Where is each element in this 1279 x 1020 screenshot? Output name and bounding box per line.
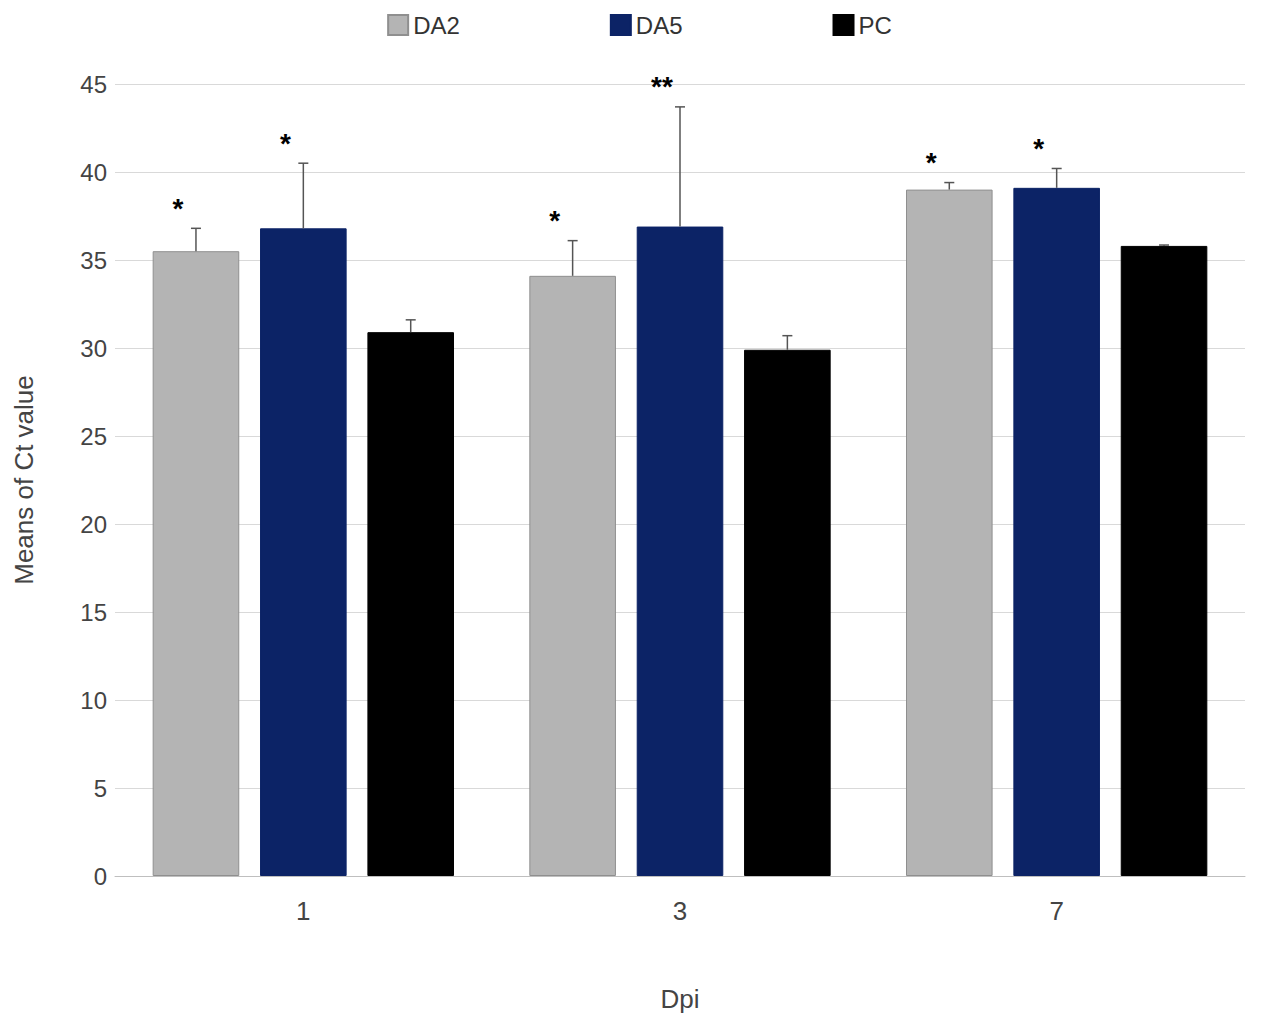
svg-text:3: 3: [673, 896, 687, 926]
svg-text:25: 25: [80, 423, 107, 450]
svg-text:20: 20: [80, 511, 107, 538]
svg-text:15: 15: [80, 599, 107, 626]
svg-text:*: *: [280, 128, 291, 159]
svg-text:Means of Ct value: Means of Ct value: [9, 375, 39, 585]
svg-text:30: 30: [80, 335, 107, 362]
svg-text:*: *: [1033, 133, 1044, 164]
svg-text:*: *: [173, 193, 184, 224]
svg-text:Dpi: Dpi: [660, 984, 699, 1014]
svg-text:PC: PC: [859, 12, 892, 39]
svg-text:**: **: [651, 71, 673, 102]
svg-text:5: 5: [94, 775, 107, 802]
svg-text:7: 7: [1049, 896, 1063, 926]
svg-text:10: 10: [80, 687, 107, 714]
svg-text:45: 45: [80, 71, 107, 98]
svg-text:35: 35: [80, 247, 107, 274]
svg-text:40: 40: [80, 159, 107, 186]
svg-text:DA5: DA5: [636, 12, 683, 39]
svg-text:*: *: [926, 147, 937, 178]
svg-text:0: 0: [94, 863, 107, 890]
svg-text:1: 1: [296, 896, 310, 926]
svg-text:DA2: DA2: [413, 12, 460, 39]
svg-text:*: *: [549, 205, 560, 236]
